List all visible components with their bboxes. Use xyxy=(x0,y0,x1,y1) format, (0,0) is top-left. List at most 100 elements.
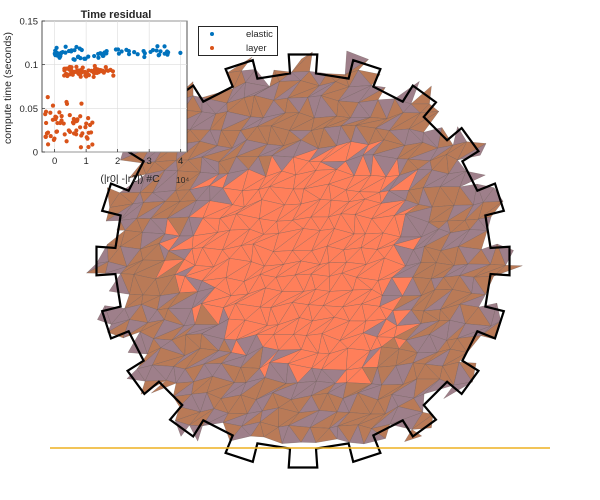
scatter-point-layer xyxy=(89,68,94,73)
scatter-point-layer xyxy=(84,121,89,126)
x-axis-label: (|r0| -|r1|) #C xyxy=(100,173,160,185)
scatter-point-elastic xyxy=(132,50,137,55)
gear-outline xyxy=(95,53,511,469)
scatter-point-elastic xyxy=(126,48,131,54)
scatter-point-layer xyxy=(64,139,69,144)
gear-mesh xyxy=(86,50,523,469)
scatter-point-layer xyxy=(67,112,72,118)
scatter-point-layer xyxy=(108,67,113,72)
scatter-point-elastic xyxy=(55,53,60,58)
legend: elastic layer xyxy=(198,26,278,56)
scatter-point-layer xyxy=(78,145,84,150)
x-tick-label: 2 xyxy=(115,156,120,167)
scatter-point-layer xyxy=(91,74,96,80)
scatter-point-layer xyxy=(44,120,49,126)
mesh-triangle xyxy=(413,393,425,414)
scatter-point-layer xyxy=(85,136,90,141)
scatter-point-elastic xyxy=(178,50,183,55)
scatter-point-layer xyxy=(50,103,56,108)
scatter-point-elastic xyxy=(162,44,167,49)
y-tick-label: 0.05 xyxy=(20,104,39,115)
scatter-point-layer xyxy=(43,109,49,114)
inset-chart: 0 1 2 3 4 0 0.05 0.1 0.15 Time residual (|r0| -|… xyxy=(2,9,189,185)
scatter-point-layer xyxy=(66,128,71,133)
scatter-point-elastic xyxy=(71,57,76,62)
legend-marker-elastic xyxy=(210,32,214,36)
legend-item-elastic: elastic xyxy=(199,28,279,41)
scatter-point-layer xyxy=(65,73,70,79)
legend-label-layer: layer xyxy=(246,43,267,54)
x-axis-exponent: 10⁴ xyxy=(176,175,189,185)
x-tick-label: 0 xyxy=(52,156,57,167)
scatter-point-elastic xyxy=(157,52,162,57)
scatter-point-layer xyxy=(86,130,91,135)
scatter-point-layer xyxy=(71,131,77,136)
legend-marker-layer xyxy=(210,46,214,50)
scatter-point-elastic xyxy=(69,48,74,53)
scatter-point-elastic xyxy=(96,55,101,60)
scatter-point-layer xyxy=(70,120,76,125)
scatter-point-elastic xyxy=(74,44,79,50)
scatter-point-layer xyxy=(45,95,50,100)
scatter-point-layer xyxy=(74,119,79,124)
mesh-triangle xyxy=(456,335,482,353)
scatter-point-elastic xyxy=(154,48,159,53)
scatter-point-layer xyxy=(76,68,81,73)
y-tick-label: 0 xyxy=(33,148,38,159)
scatter-point-layer xyxy=(59,114,64,119)
scatter-point-layer xyxy=(87,122,93,128)
scatter-point-layer xyxy=(64,101,70,106)
scatter-point-layer xyxy=(90,142,95,147)
scatter-point-layer xyxy=(45,142,51,147)
inset-points xyxy=(43,44,183,150)
scatter-point-elastic xyxy=(150,48,156,53)
scatter-point-elastic xyxy=(59,50,64,55)
scatter-point-layer xyxy=(62,73,67,78)
y-axis-label: compute time (seconds) xyxy=(2,32,14,144)
scatter-point-elastic xyxy=(76,54,81,59)
scatter-point-elastic xyxy=(102,50,107,55)
scatter-point-layer xyxy=(57,110,62,115)
inset-ticks: 0 1 2 3 4 0 0.05 0.1 0.15 xyxy=(20,17,184,168)
scatter-point-elastic xyxy=(92,53,97,59)
scatter-point-elastic xyxy=(83,56,88,61)
scatter-point-layer xyxy=(86,144,91,150)
y-tick-label: 0.1 xyxy=(25,60,38,71)
legend-label-elastic: elastic xyxy=(246,29,273,40)
chart-title: Time residual xyxy=(81,9,152,21)
scatter-point-layer xyxy=(104,68,109,73)
scatter-point-layer xyxy=(54,115,59,120)
scatter-point-layer xyxy=(80,131,85,136)
scatter-point-layer xyxy=(111,73,116,78)
scatter-point-layer xyxy=(100,68,105,73)
scatter-point-elastic xyxy=(63,44,68,49)
scatter-point-layer xyxy=(83,125,88,130)
scatter-point-layer xyxy=(59,118,64,123)
scatter-point-layer xyxy=(62,132,67,137)
inset-grid xyxy=(42,20,187,153)
scatter-point-elastic xyxy=(63,50,68,55)
scatter-point-layer xyxy=(86,73,92,78)
scatter-point-layer xyxy=(92,63,97,69)
scatter-point-elastic xyxy=(126,52,132,57)
scatter-point-layer xyxy=(48,110,53,115)
scatter-point-elastic xyxy=(98,51,103,56)
scatter-point-layer xyxy=(86,116,91,121)
scatter-point-layer xyxy=(51,137,56,143)
y-tick-label: 0.15 xyxy=(20,17,39,28)
scatter-point-layer xyxy=(83,73,88,78)
scatter-point-layer xyxy=(79,101,84,106)
scatter-point-elastic xyxy=(142,51,147,56)
scatter-point-layer xyxy=(74,128,79,133)
scatter-point-elastic xyxy=(113,47,119,52)
x-tick-label: 1 xyxy=(83,156,88,167)
mesh-triangle xyxy=(493,265,523,277)
scatter-point-layer xyxy=(62,68,67,73)
scatter-point-elastic xyxy=(116,51,122,56)
scatter-point-elastic xyxy=(142,54,147,60)
scatter-point-layer xyxy=(50,117,55,122)
scatter-point-elastic xyxy=(54,45,59,50)
scatter-point-layer xyxy=(77,71,83,77)
scatter-point-layer xyxy=(74,64,79,69)
